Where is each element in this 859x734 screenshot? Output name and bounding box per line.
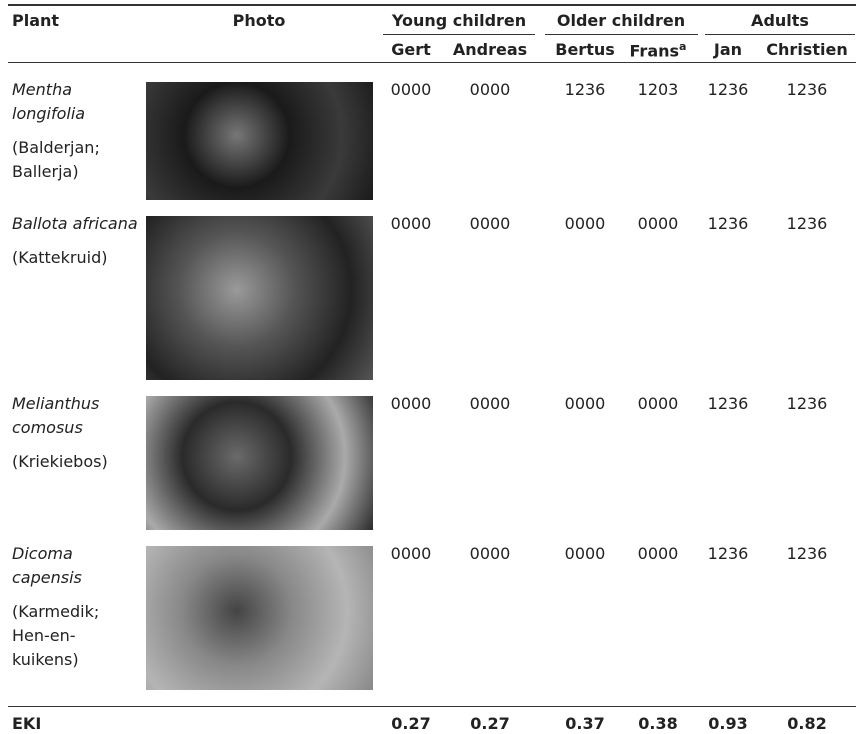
code-cell: 1236 [787,394,828,413]
person-header: Jan [714,40,742,59]
group-rule [545,34,698,35]
code-cell: 0000 [391,214,432,233]
person-header: Christien [766,40,847,59]
footer-rule [8,706,856,707]
plant-photo [146,546,373,690]
eki-value: 0.82 [787,714,826,733]
plant-cell: Mentha longifolia (Balderjan; Ballerja) [12,78,140,184]
person-header: Andreas [453,40,527,59]
table-page: Plant Photo Young children Older children… [0,0,859,734]
code-cell: 0000 [638,394,679,413]
code-cell: 0000 [638,544,679,563]
group-header: Young children [392,11,526,30]
person-name: Bertus [555,40,615,59]
person-name: Jan [714,40,742,59]
person-name: Frans [630,41,680,60]
person-header: Bertus [555,40,615,59]
person-header: Fransa [630,40,687,60]
plant-cell: Dicoma capensis (Karmedik; Hen-en-kuikens… [12,542,140,672]
code-cell: 0000 [565,214,606,233]
group-rule [705,34,855,35]
code-cell: 1236 [708,80,749,99]
code-cell: 1203 [638,80,679,99]
code-cell: 1236 [787,544,828,563]
scientific-name: Melianthus comosus [12,392,140,440]
code-cell: 0000 [470,544,511,563]
group-rule [383,34,535,35]
plant-cell: Ballota africana (Kattekruid) [12,212,140,270]
eki-value: 0.37 [565,714,604,733]
code-cell: 0000 [565,544,606,563]
code-cell: 1236 [787,214,828,233]
scientific-name: Ballota africana [12,212,140,236]
code-cell: 0000 [391,394,432,413]
code-cell: 1236 [708,214,749,233]
group-header: Older children [557,11,685,30]
eki-value: 0.27 [470,714,509,733]
top-rule [8,4,856,6]
common-name: (Kattekruid) [12,246,140,270]
person-header: Gert [391,40,431,59]
plant-photo [146,216,373,380]
code-cell: 0000 [470,80,511,99]
plant-photo [146,396,373,530]
scientific-name: Mentha longifolia [12,78,140,126]
code-cell: 0000 [470,214,511,233]
group-header: Adults [751,11,809,30]
header-plant: Plant [12,11,59,30]
code-cell: 0000 [470,394,511,413]
common-name: (Balderjan; Ballerja) [12,136,140,184]
code-cell: 0000 [638,214,679,233]
plant-photo [146,82,373,200]
person-name: Christien [766,40,847,59]
code-cell: 1236 [787,80,828,99]
scientific-name: Dicoma capensis [12,542,140,590]
code-cell: 1236 [565,80,606,99]
person-name: Andreas [453,40,527,59]
eki-value: 0.38 [638,714,677,733]
footer-label: EKI [12,714,41,733]
plant-cell: Melianthus comosus (Kriekiebos) [12,392,140,474]
code-cell: 1236 [708,394,749,413]
code-cell: 0000 [391,544,432,563]
code-cell: 0000 [565,394,606,413]
header-rule [8,62,856,63]
eki-value: 0.93 [708,714,747,733]
code-cell: 1236 [708,544,749,563]
header-photo: Photo [233,11,286,30]
eki-value: 0.27 [391,714,430,733]
code-cell: 0000 [391,80,432,99]
footnote-mark: a [679,40,686,53]
person-name: Gert [391,40,431,59]
common-name: (Kriekiebos) [12,450,140,474]
common-name: (Karmedik; Hen-en-kuikens) [12,600,140,672]
